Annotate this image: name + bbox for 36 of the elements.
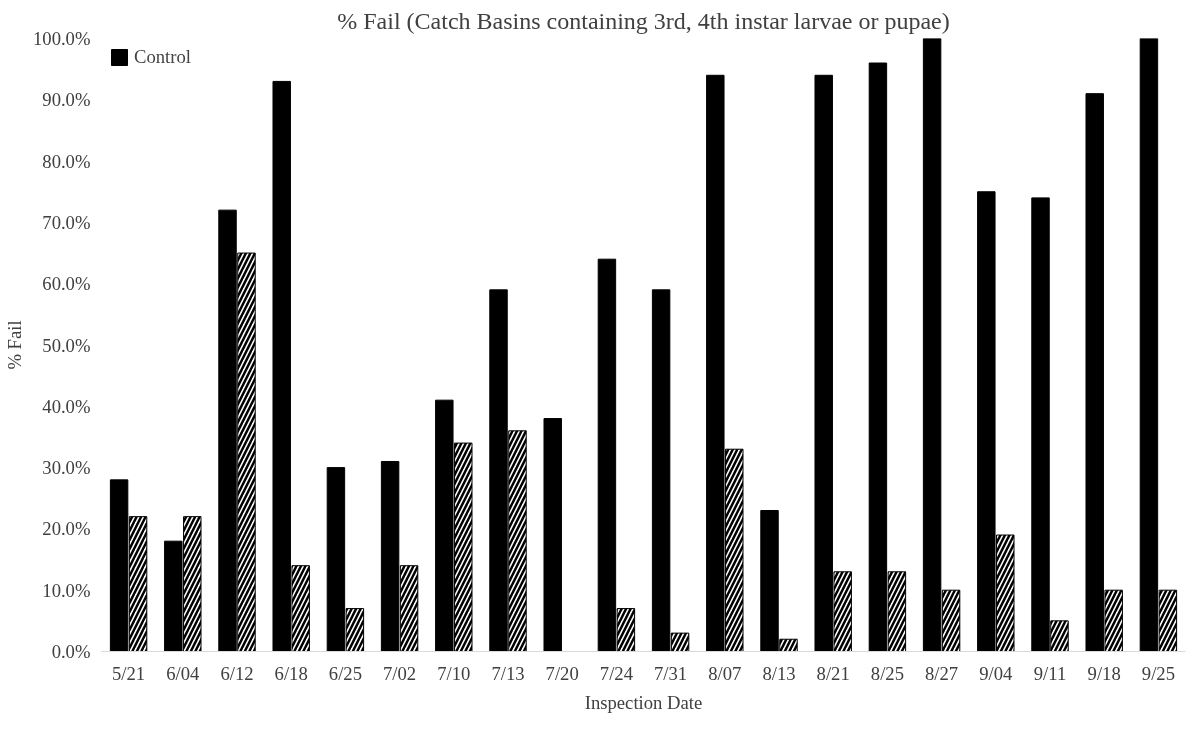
x-tick-label: 5/21 (112, 662, 146, 684)
y-tick-label: 60.0% (42, 273, 91, 295)
y-tick-label: 40.0% (42, 395, 91, 417)
y-tick-label: 50.0% (42, 334, 91, 356)
x-tick-label: 7/13 (491, 662, 525, 684)
x-tick-label: 8/13 (762, 662, 796, 684)
y-tick-label: 10.0% (42, 579, 91, 601)
x-tick-label: 8/25 (870, 662, 904, 684)
x-tick-label: 7/10 (437, 662, 471, 684)
x-tick-label: 7/02 (383, 662, 417, 684)
y-tick-label: 70.0% (42, 211, 91, 233)
x-tick-label: 6/18 (274, 662, 308, 684)
x-tick-label: 9/04 (979, 662, 1014, 684)
y-tick-label: 0.0% (51, 641, 91, 662)
chart-title: % Fail (Catch Basins containing 3rd, 4th instar larvae or pupae) (337, 7, 950, 34)
x-tick-label: 8/07 (708, 662, 742, 684)
x-tick-label: 7/20 (545, 662, 579, 684)
x-tick-label: 6/25 (328, 662, 362, 684)
x-tick-label: 6/04 (166, 662, 201, 684)
x-tick-label: 7/31 (654, 662, 688, 684)
y-tick-label: 80.0% (42, 150, 91, 172)
y-tick-label: 30.0% (42, 457, 91, 479)
y-tick-label: 20.0% (42, 518, 91, 540)
x-tick-label: 9/11 (1033, 662, 1067, 684)
y-axis-title: % Fail (3, 320, 25, 370)
legend-label: Control (134, 46, 192, 68)
x-tick-label: 9/25 (1141, 662, 1175, 684)
x-tick-label: 6/12 (220, 662, 254, 684)
bar (543, 418, 562, 652)
x-tick-label: 8/27 (925, 662, 959, 684)
x-axis-title: Inspection Date (584, 691, 703, 713)
y-tick-label: 90.0% (42, 89, 91, 111)
x-tick-label: 8/21 (816, 662, 850, 684)
x-tick-label: 9/18 (1087, 662, 1121, 684)
x-tick-label: 7/24 (599, 662, 634, 684)
y-tick-label: 100.0% (32, 28, 91, 49)
